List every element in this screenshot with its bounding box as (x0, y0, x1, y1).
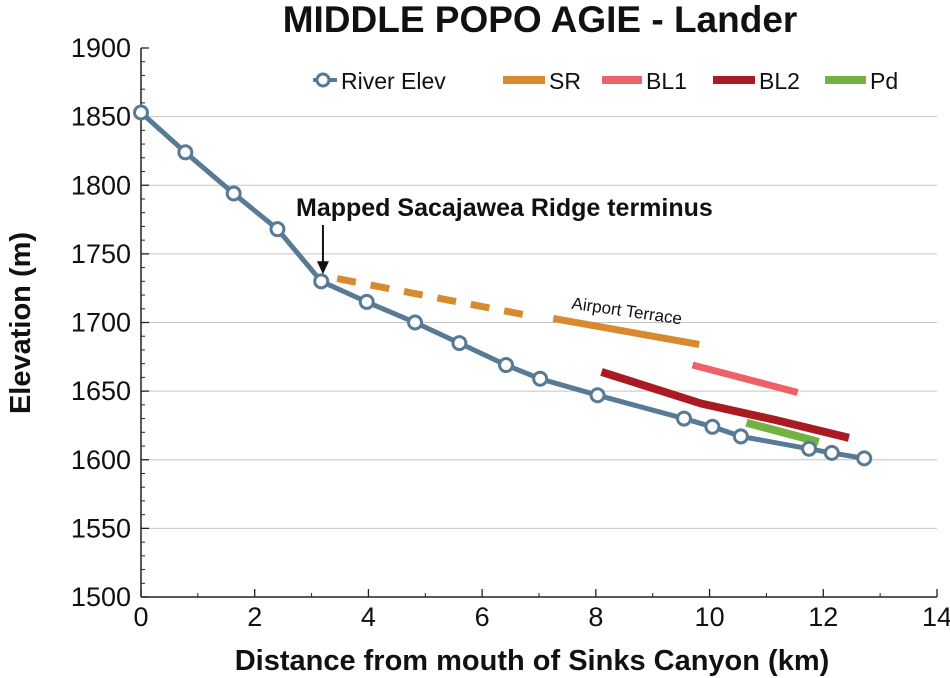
river-elev-point (732, 428, 749, 445)
y-tick-label: 1800 (71, 170, 131, 200)
x-axis-label: Distance from mouth of Sinks Canyon (km) (235, 645, 830, 677)
tick-labels: 1500 1550 1600 1650 1700 1750 1800 1850 1900 0 2 4 6… (71, 33, 950, 632)
river-elev-point (823, 444, 840, 461)
legend-label-pd: Pd (870, 68, 898, 94)
river-elev-point (407, 314, 424, 331)
river-elev-point (704, 418, 721, 435)
river-elev-line (139, 110, 865, 461)
axes (140, 47, 938, 598)
river-elev-point (177, 144, 194, 161)
x-tick-label: 12 (808, 602, 838, 632)
x-tick-label: 10 (695, 602, 725, 632)
river-elev-point (269, 221, 286, 238)
y-tick-label: 1650 (71, 376, 131, 406)
river-elev-point (358, 293, 375, 310)
legend-label-bl1: BL1 (646, 68, 687, 94)
river-elev-point (589, 387, 606, 404)
y-tick-label: 1550 (71, 513, 131, 543)
y-tick-label: 1500 (71, 582, 131, 612)
river-elev-point (856, 450, 873, 467)
legend-label-sr: SR (549, 68, 581, 94)
river-elev-point (532, 370, 549, 387)
river-elev-point (225, 185, 242, 202)
annotation-sacajawea-terminus: Mapped Sacajawea Ridge terminus (296, 194, 713, 222)
y-tick-label: 1600 (71, 445, 131, 475)
y-tick-label: 1900 (71, 33, 131, 63)
river-elev-point (313, 273, 330, 290)
x-tick-label: 8 (588, 602, 603, 632)
legend-label-river-elev: River Elev (341, 68, 446, 94)
legend: River Elev SR BL1 BL2 Pd (313, 68, 898, 94)
legend-marker-river-elev (315, 72, 331, 88)
chart-title: MIDDLE POPO AGIE - Lander (283, 0, 798, 40)
x-tick-label: 4 (361, 602, 376, 632)
river-elev-point (498, 357, 515, 374)
series-pd-line (745, 418, 820, 446)
gridlines (141, 116, 937, 529)
river-elev-point (451, 335, 468, 352)
y-tick-label: 1700 (71, 308, 131, 338)
y-tick-label: 1750 (71, 239, 131, 269)
series-bl1-line (691, 361, 799, 396)
series-sr-line (552, 314, 700, 348)
y-tick-label: 1850 (71, 102, 131, 132)
y-axis-label: Elevation (m) (5, 232, 37, 414)
x-tick-label: 2 (247, 602, 262, 632)
data-series (133, 104, 873, 467)
x-tick-label: 14 (922, 602, 950, 632)
x-tick-label: 0 (133, 602, 148, 632)
series-bl2-line (600, 368, 850, 442)
river-elev-point (675, 410, 692, 427)
x-tick-label: 6 (475, 602, 490, 632)
river-elev-point (801, 440, 818, 457)
annotation-arrowhead (316, 261, 329, 275)
river-elev-point (133, 104, 149, 121)
legend-label-bl2: BL2 (759, 68, 800, 94)
